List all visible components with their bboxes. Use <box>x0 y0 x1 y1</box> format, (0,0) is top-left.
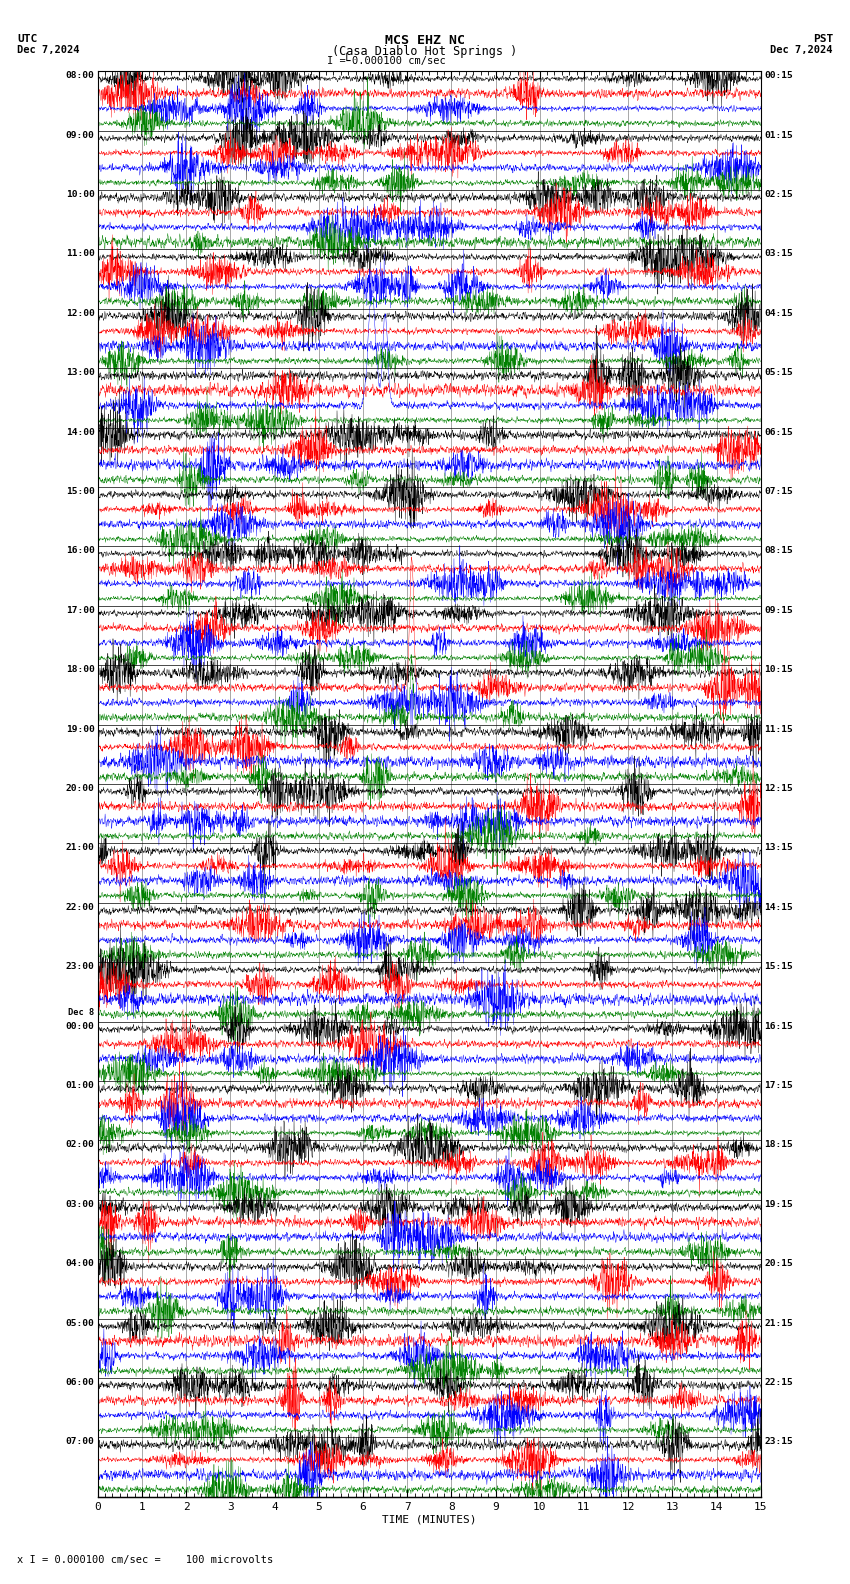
Text: 07:15: 07:15 <box>764 488 793 496</box>
Text: MCS EHZ NC: MCS EHZ NC <box>385 33 465 48</box>
Text: 01:15: 01:15 <box>764 130 793 139</box>
Text: 11:15: 11:15 <box>764 724 793 733</box>
Text: 01:00: 01:00 <box>65 1082 94 1090</box>
Text: 04:15: 04:15 <box>764 309 793 318</box>
Text: 13:00: 13:00 <box>65 369 94 377</box>
Text: 09:00: 09:00 <box>65 130 94 139</box>
Text: 23:00: 23:00 <box>65 963 94 971</box>
Text: 04:00: 04:00 <box>65 1259 94 1269</box>
Text: 06:00: 06:00 <box>65 1378 94 1388</box>
Text: 16:00: 16:00 <box>65 546 94 556</box>
Text: PST: PST <box>813 33 833 44</box>
Text: 14:15: 14:15 <box>764 903 793 912</box>
Text: 02:00: 02:00 <box>65 1140 94 1150</box>
Text: 05:15: 05:15 <box>764 369 793 377</box>
Text: 13:15: 13:15 <box>764 843 793 852</box>
Text: 07:00: 07:00 <box>65 1438 94 1446</box>
Text: 06:15: 06:15 <box>764 428 793 437</box>
Text: 08:00: 08:00 <box>65 71 94 81</box>
Text: UTC: UTC <box>17 33 37 44</box>
X-axis label: TIME (MINUTES): TIME (MINUTES) <box>382 1514 477 1524</box>
Text: 08:15: 08:15 <box>764 546 793 556</box>
Text: 21:15: 21:15 <box>764 1318 793 1327</box>
Text: 03:00: 03:00 <box>65 1201 94 1209</box>
Text: 17:15: 17:15 <box>764 1082 793 1090</box>
Text: 00:00: 00:00 <box>65 1022 94 1031</box>
Text: 19:15: 19:15 <box>764 1201 793 1209</box>
Text: 09:15: 09:15 <box>764 605 793 615</box>
Text: 12:15: 12:15 <box>764 784 793 794</box>
Text: Dec 8: Dec 8 <box>68 1009 94 1017</box>
Text: 16:15: 16:15 <box>764 1022 793 1031</box>
Text: 00:15: 00:15 <box>764 71 793 81</box>
Text: 18:15: 18:15 <box>764 1140 793 1150</box>
Text: 17:00: 17:00 <box>65 605 94 615</box>
Text: 15:15: 15:15 <box>764 963 793 971</box>
Text: 20:15: 20:15 <box>764 1259 793 1269</box>
Text: 20:00: 20:00 <box>65 784 94 794</box>
Text: 10:15: 10:15 <box>764 665 793 675</box>
Text: 23:15: 23:15 <box>764 1438 793 1446</box>
Text: 14:00: 14:00 <box>65 428 94 437</box>
Text: 19:00: 19:00 <box>65 724 94 733</box>
Text: Dec 7,2024: Dec 7,2024 <box>770 44 833 55</box>
Text: 05:00: 05:00 <box>65 1318 94 1327</box>
Text: 03:15: 03:15 <box>764 249 793 258</box>
Text: 12:00: 12:00 <box>65 309 94 318</box>
Text: 18:00: 18:00 <box>65 665 94 675</box>
Text: I = 0.000100 cm/sec: I = 0.000100 cm/sec <box>327 55 446 67</box>
Text: 11:00: 11:00 <box>65 249 94 258</box>
Text: 10:00: 10:00 <box>65 190 94 200</box>
Text: 02:15: 02:15 <box>764 190 793 200</box>
Text: 21:00: 21:00 <box>65 843 94 852</box>
Text: 22:00: 22:00 <box>65 903 94 912</box>
Text: 15:00: 15:00 <box>65 488 94 496</box>
Text: (Casa Diablo Hot Springs ): (Casa Diablo Hot Springs ) <box>332 44 518 59</box>
Text: x I = 0.000100 cm/sec =    100 microvolts: x I = 0.000100 cm/sec = 100 microvolts <box>17 1555 273 1565</box>
Text: 22:15: 22:15 <box>764 1378 793 1388</box>
Text: Dec 7,2024: Dec 7,2024 <box>17 44 80 55</box>
Text: └: └ <box>343 54 350 68</box>
